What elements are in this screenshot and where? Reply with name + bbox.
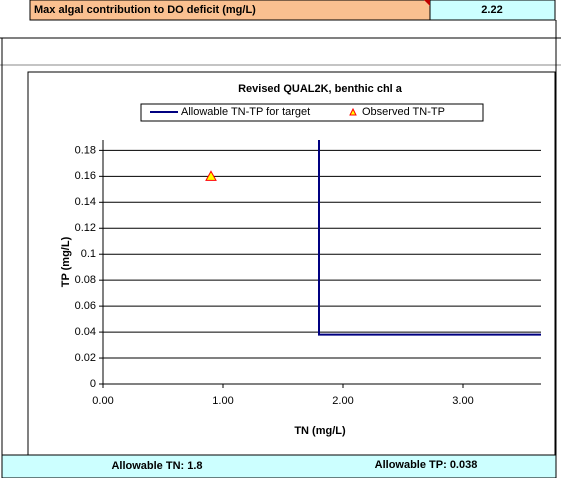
y-tick-label: 0.14: [75, 196, 96, 208]
y-tick-label: 0.02: [75, 352, 96, 364]
x-tick-label: 0.00: [92, 395, 113, 407]
x-axis-label: TN (mg/L): [294, 425, 346, 437]
footer-row: [1, 454, 557, 478]
value-cell: [429, 0, 556, 21]
footer-tp: Allowable TP: 0.038: [375, 459, 478, 471]
legend-marker: [349, 107, 357, 116]
chart-frame: [27, 71, 556, 456]
y-axis-label: TP (mg/L): [60, 236, 72, 287]
footer-tn: Allowable TN: 1.8: [111, 460, 202, 472]
comment-marker: [424, 0, 430, 6]
x-tick-label: 2.00: [332, 395, 353, 407]
legend-label: Observed TN-TP: [362, 106, 445, 118]
line-series: [318, 140, 541, 336]
y-tick-label: 0: [90, 378, 96, 390]
scatter-point: [205, 170, 217, 181]
x-tick-label: 1.00: [212, 395, 233, 407]
y-tick-label: 0.04: [75, 326, 96, 338]
legend: [140, 103, 484, 122]
y-tick-label: 0.18: [75, 144, 96, 156]
y-tick-label: 0.1: [81, 248, 96, 260]
y-tick-label: 0.12: [75, 222, 96, 234]
y-tick-label: 0.06: [75, 300, 96, 312]
y-tick-label: 0.08: [75, 274, 96, 286]
y-tick-label: 0.16: [75, 170, 96, 182]
label-text: Max algal contribution to DO deficit (mg…: [34, 4, 256, 16]
x-tick-label: 3.00: [452, 395, 473, 407]
value-text: 2.22: [481, 4, 502, 16]
legend-label: Allowable TN-TP for target: [181, 106, 310, 118]
chart-title: Revised QUAL2K, benthic chl a: [238, 83, 403, 95]
